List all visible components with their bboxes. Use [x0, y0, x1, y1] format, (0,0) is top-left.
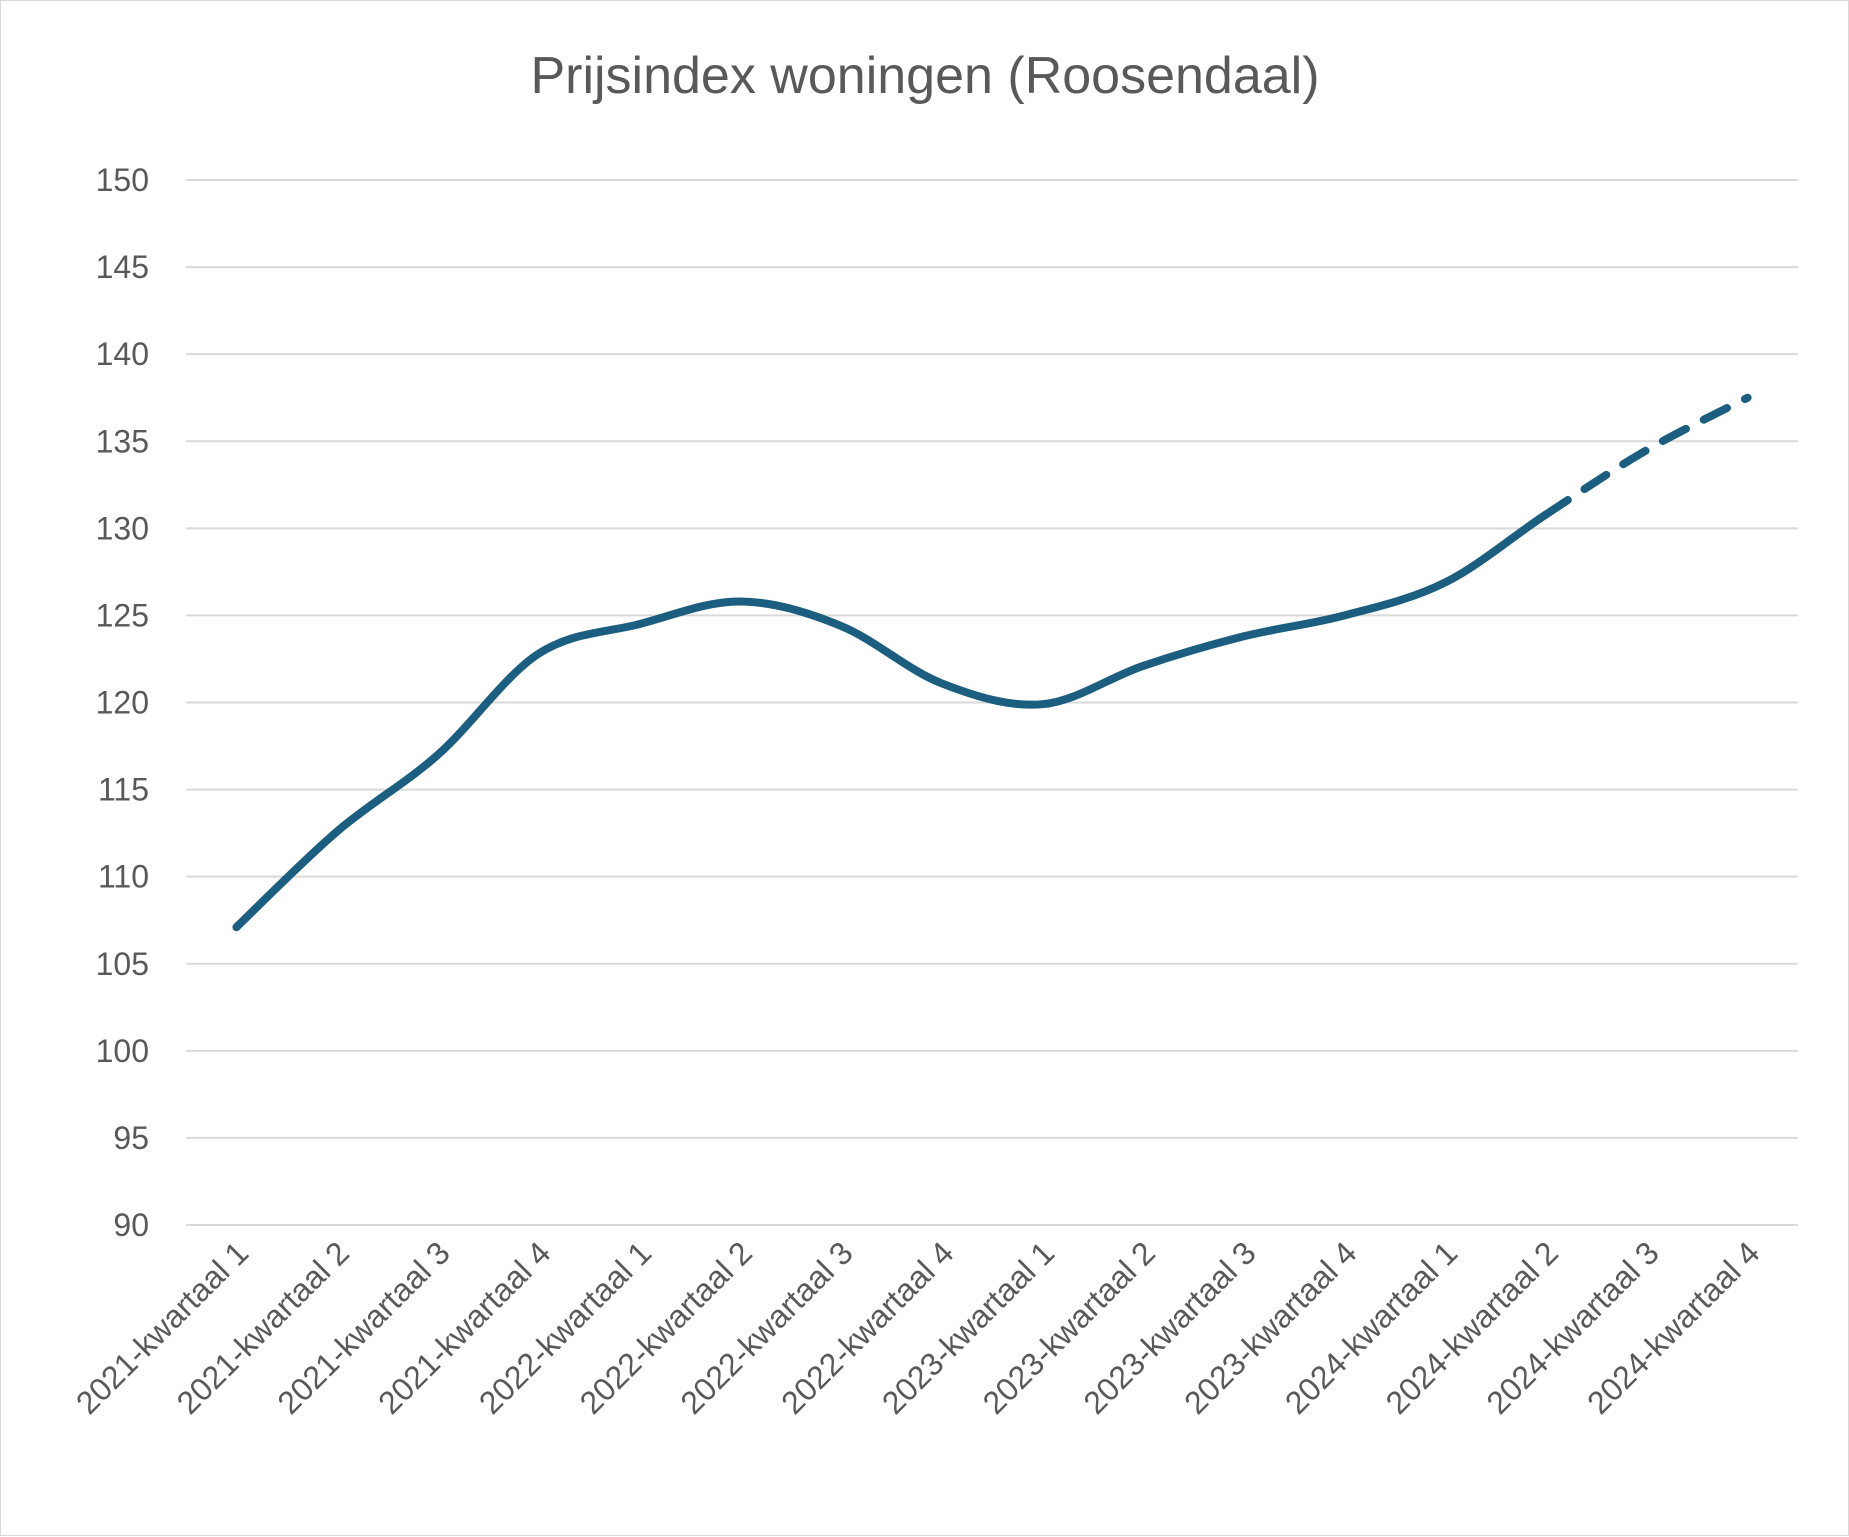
- y-tick-label: 115: [98, 772, 149, 808]
- x-tick-label: 2023-kwartaal 1: [875, 1234, 1061, 1420]
- x-tick-label: 2021-kwartaal 2: [170, 1234, 356, 1420]
- x-tick-label: 2022-kwartaal 2: [573, 1234, 759, 1420]
- y-tick-label: 90: [113, 1207, 149, 1243]
- x-tick-label: 2023-kwartaal 3: [1076, 1234, 1262, 1420]
- x-tick-label: 2021-kwartaal 1: [69, 1234, 255, 1420]
- x-tick-label: 2021-kwartaal 4: [371, 1234, 557, 1420]
- y-tick-label: 100: [96, 1033, 149, 1069]
- y-tick-label: 125: [96, 597, 149, 633]
- series-lines: [232, 393, 1752, 932]
- x-tick-label: 2022-kwartaal 3: [673, 1234, 859, 1420]
- y-tick-label: 140: [96, 336, 149, 372]
- y-tick-label: 150: [96, 162, 149, 198]
- x-tick-label: 2021-kwartaal 3: [270, 1234, 456, 1420]
- y-tick-label: 145: [96, 249, 149, 285]
- x-tick-label: 2024-kwartaal 3: [1479, 1234, 1665, 1420]
- y-tick-label: 110: [98, 859, 149, 895]
- y-tick-label: 135: [96, 423, 149, 459]
- x-tick-label: 2024-kwartaal 2: [1379, 1234, 1565, 1420]
- x-tick-label: 2022-kwartaal 4: [774, 1234, 960, 1420]
- x-tick-label: 2024-kwartaal 4: [1580, 1234, 1766, 1420]
- y-tick-label: 130: [96, 510, 149, 546]
- y-tick-label: 105: [96, 946, 149, 982]
- series-line-actual: [232, 510, 1551, 932]
- y-axis-tick-labels: 90 95 100 105 110 115 120 125 130 135 140 145 150: [96, 162, 149, 1243]
- y-tick-label: 95: [113, 1120, 149, 1156]
- x-tick-label: 2023-kwartaal 2: [976, 1234, 1162, 1420]
- series-line-forecast: [1542, 393, 1752, 519]
- chart-title: Prijsindex woningen (Roosendaal): [530, 47, 1319, 105]
- x-tick-label: 2024-kwartaal 1: [1278, 1234, 1464, 1420]
- x-tick-label: 2023-kwartaal 4: [1177, 1234, 1363, 1420]
- gridlines: [186, 179, 1798, 1226]
- x-tick-label: 2022-kwartaal 1: [472, 1234, 658, 1420]
- y-tick-label: 120: [96, 685, 149, 721]
